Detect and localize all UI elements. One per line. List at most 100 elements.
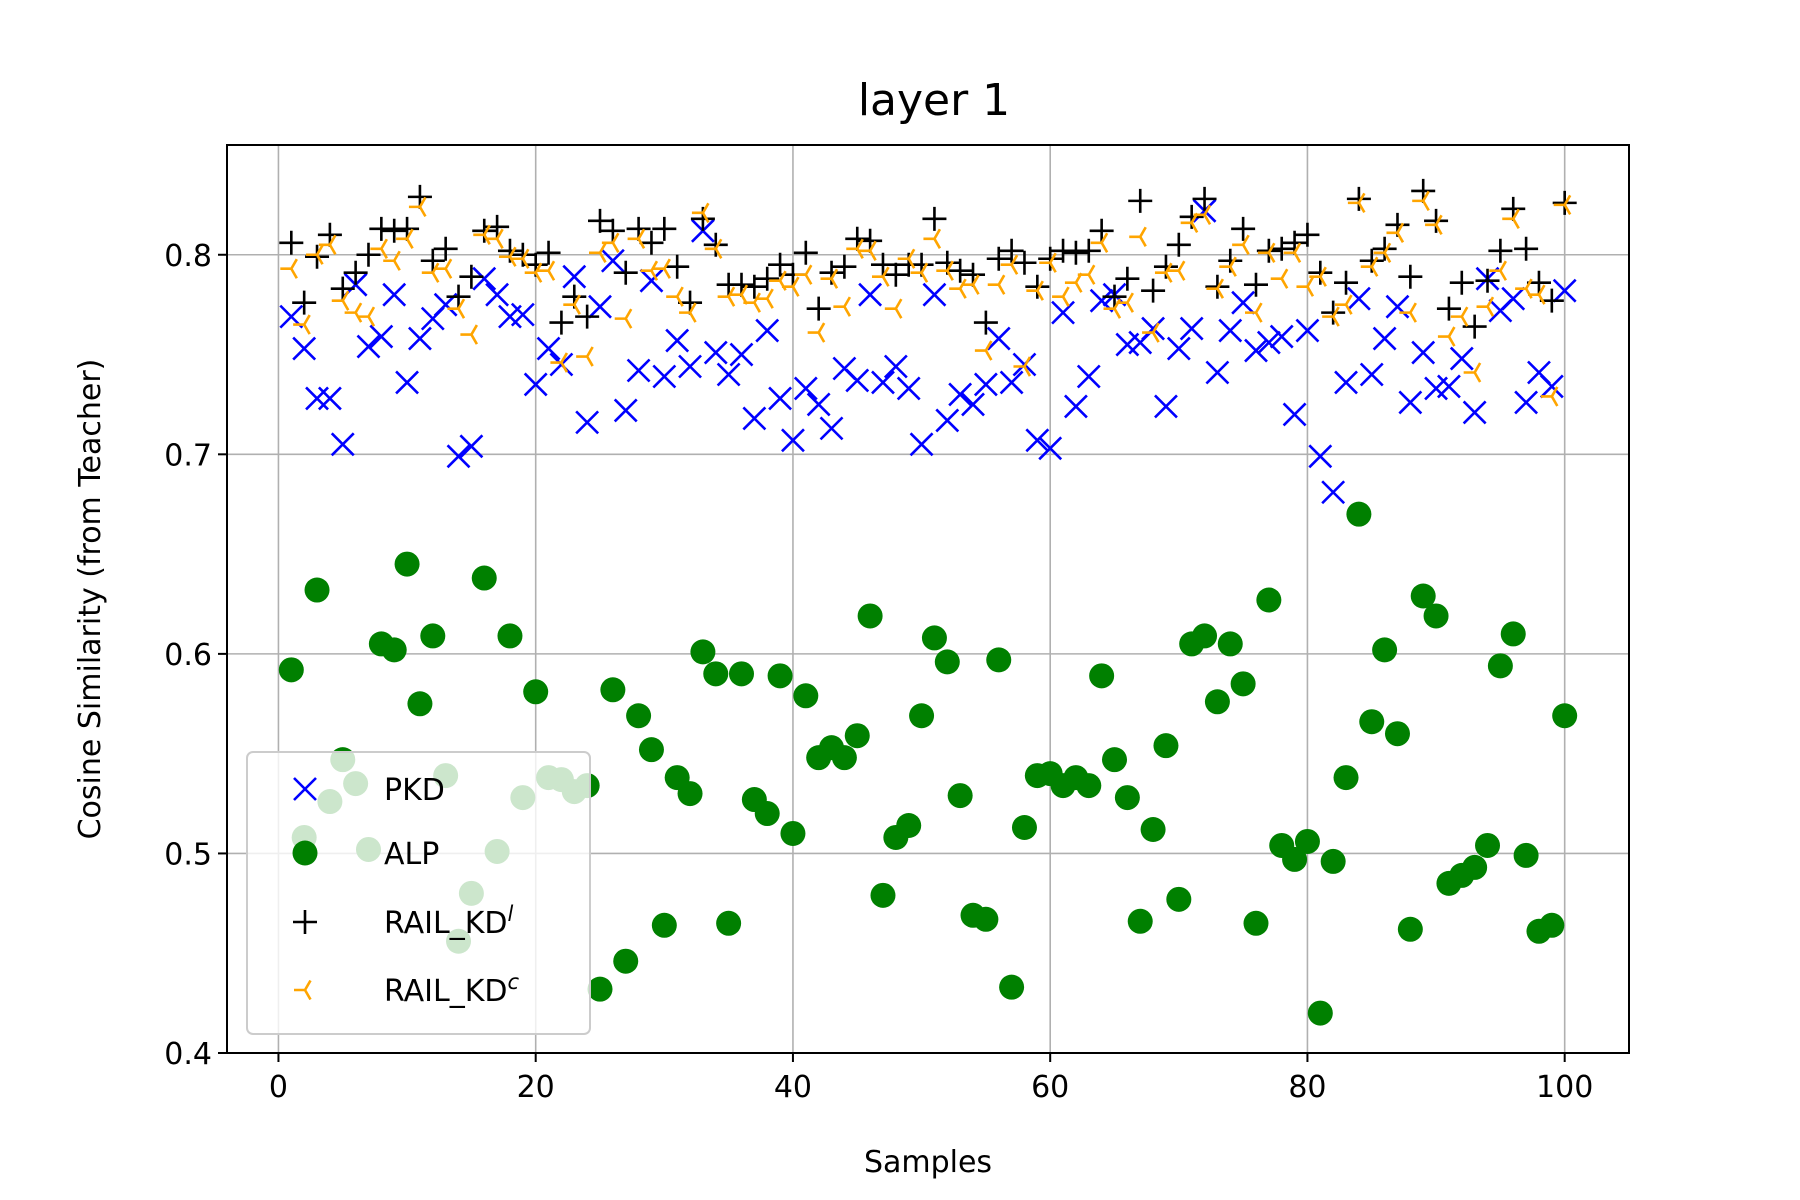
data-point: [1373, 242, 1392, 263]
data-point: [691, 202, 710, 224]
data-point: [473, 224, 491, 245]
legend-label: RAIL_KDc: [384, 970, 520, 1009]
data-point: [498, 246, 517, 267]
data-point: [807, 322, 826, 343]
data-point: [395, 370, 419, 395]
data-point: [369, 324, 394, 349]
data-point: [1064, 394, 1088, 419]
legend-entry: RAIL_KDc: [294, 970, 520, 1009]
data-point: [934, 649, 960, 675]
data-point: [1269, 236, 1294, 261]
data-point: [1307, 1000, 1333, 1026]
data-point: [703, 232, 728, 257]
data-point: [665, 328, 690, 353]
data-point: [1475, 832, 1501, 858]
data-point: [1449, 270, 1474, 295]
data-point: [1026, 280, 1044, 301]
data-point: [973, 372, 998, 397]
data-point: [716, 362, 741, 387]
data-point: [1500, 621, 1526, 647]
data-point: [383, 250, 401, 271]
data-point: [1282, 846, 1308, 872]
data-point: [1051, 238, 1076, 263]
data-point: [279, 230, 304, 255]
data-point: [1230, 671, 1256, 697]
data-point: [1116, 292, 1134, 313]
data-point: [1360, 256, 1379, 277]
data-point: [1206, 278, 1225, 299]
data-point: [935, 408, 960, 433]
data-point: [1372, 236, 1397, 261]
data-point: [1141, 278, 1166, 303]
data-point: [1244, 302, 1263, 323]
data-point: [1011, 814, 1037, 840]
data-point: [1398, 390, 1423, 415]
data-point: [1296, 276, 1315, 297]
data-point: [1243, 272, 1268, 297]
data-point: [1051, 300, 1075, 325]
data-point: [962, 274, 980, 295]
data-point: [1347, 192, 1366, 214]
data-point: [293, 314, 311, 335]
data-point: [781, 276, 800, 297]
data-point: [806, 296, 831, 321]
data-point: [640, 260, 659, 281]
data-point: [537, 260, 556, 281]
data-point: [679, 302, 697, 323]
data-point: [845, 368, 870, 393]
data-point: [793, 376, 818, 401]
data-point: [575, 410, 600, 435]
legend-label: RAIL_KDl: [384, 902, 514, 941]
data-point: [382, 218, 407, 243]
legend-label-base: PKD: [384, 773, 445, 808]
data-point: [1335, 294, 1353, 315]
x-tick-label: 60: [1031, 1070, 1069, 1105]
data-point: [1154, 394, 1178, 419]
data-point: [948, 258, 973, 283]
data-point: [986, 326, 1011, 351]
data-point: [690, 639, 716, 665]
y-axis-label: Cosine Similarity (from Teacher): [73, 359, 108, 840]
data-point: [986, 246, 1011, 271]
series-pkd: [279, 198, 1577, 505]
data-point: [1025, 274, 1050, 299]
data-point: [1449, 346, 1474, 371]
data-point: [1410, 583, 1436, 609]
data-point: [1076, 238, 1101, 263]
data-point: [1000, 254, 1019, 275]
data-point: [1539, 374, 1564, 399]
data-point: [1386, 222, 1405, 243]
data-point: [317, 386, 342, 411]
data-point: [408, 326, 432, 351]
data-point: [794, 264, 813, 285]
data-point: [562, 264, 587, 289]
data-point: [1425, 214, 1443, 236]
data-point: [1193, 204, 1212, 226]
data-point: [613, 260, 638, 285]
data-point: [1192, 186, 1217, 211]
legend-marker: [293, 910, 317, 934]
data-point: [923, 228, 942, 249]
data-point: [909, 432, 934, 457]
data-point: [1346, 501, 1372, 527]
data-point: [1552, 703, 1578, 729]
data-point: [306, 244, 324, 265]
y-tick-label: 0.7: [164, 438, 212, 473]
data-point: [871, 266, 890, 287]
data-point: [1334, 270, 1359, 295]
data-point: [1423, 603, 1449, 629]
data-point: [1052, 286, 1070, 307]
data-point: [280, 258, 298, 279]
data-point: [896, 813, 922, 839]
data-point: [652, 364, 677, 389]
data-point: [550, 352, 569, 373]
legend-entry: RAIL_KDl: [293, 902, 514, 941]
x-tick-label: 80: [1288, 1070, 1326, 1105]
data-point: [1232, 234, 1250, 255]
series-rail-kd-l: [279, 178, 1577, 339]
data-point: [1489, 260, 1508, 281]
data-point: [666, 286, 684, 307]
data-point: [1294, 828, 1320, 854]
data-point: [831, 745, 857, 771]
data-point: [420, 248, 445, 273]
